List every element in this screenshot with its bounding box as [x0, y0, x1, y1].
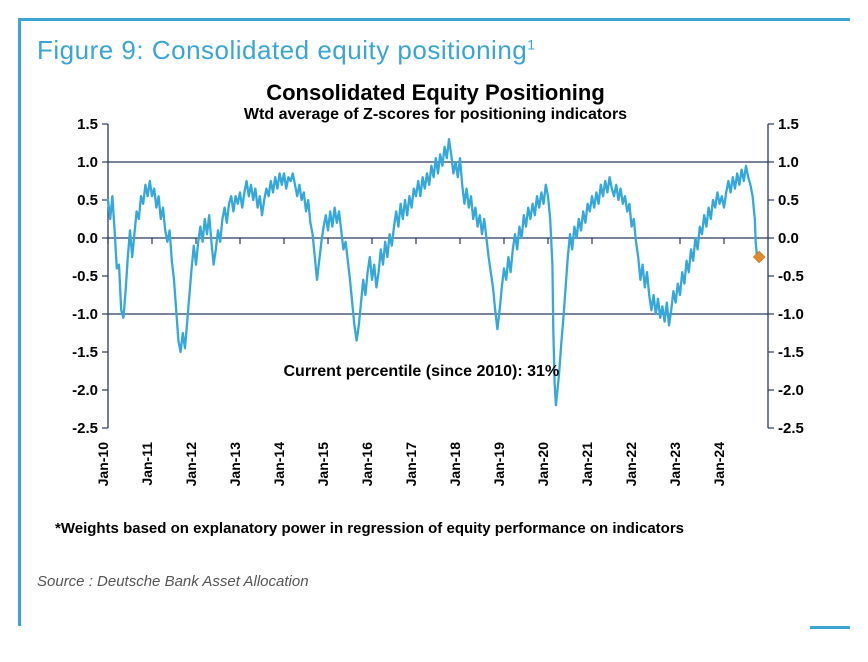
chart-source: Source : Deutsche Bank Asset Allocation	[37, 573, 850, 590]
svg-text:-0.5: -0.5	[778, 268, 804, 285]
svg-text:Jan-18: Jan-18	[447, 442, 463, 487]
svg-text:-0.5: -0.5	[72, 268, 98, 285]
svg-text:-1.0: -1.0	[72, 306, 98, 323]
chart-area: Consolidated Equity Positioning Wtd aver…	[46, 74, 826, 514]
svg-text:0.0: 0.0	[77, 230, 98, 247]
figure-caption: Figure 9: Consolidated equity positionin…	[37, 35, 850, 66]
chart-title: Consolidated Equity Positioning	[46, 80, 826, 106]
chart-subtitle: Wtd average of Z-scores for positioning …	[46, 106, 826, 124]
svg-text:0.5: 0.5	[77, 192, 98, 209]
svg-text:-2.5: -2.5	[778, 420, 804, 437]
svg-text:Jan-15: Jan-15	[315, 442, 331, 487]
chart-footnote: *Weights based on explanatory power in r…	[55, 520, 850, 537]
svg-text:Jan-10: Jan-10	[95, 442, 111, 487]
svg-text:Jan-19: Jan-19	[491, 442, 507, 487]
svg-text:Jan-12: Jan-12	[183, 442, 199, 487]
svg-text:0.5: 0.5	[778, 192, 799, 209]
svg-text:Jan-16: Jan-16	[359, 442, 375, 487]
svg-text:-1.0: -1.0	[778, 306, 804, 323]
svg-text:1.0: 1.0	[77, 154, 98, 171]
svg-text:Jan-24: Jan-24	[711, 442, 727, 487]
svg-text:Jan-11: Jan-11	[139, 442, 155, 486]
svg-text:-1.5: -1.5	[778, 344, 804, 361]
figure-caption-sup: 1	[527, 36, 535, 52]
svg-text:Jan-13: Jan-13	[227, 442, 243, 487]
svg-text:0.0: 0.0	[778, 230, 799, 247]
svg-text:1.0: 1.0	[778, 154, 799, 171]
svg-text:Jan-22: Jan-22	[623, 442, 639, 487]
svg-text:-2.0: -2.0	[72, 382, 98, 399]
figure-caption-text: Figure 9: Consolidated equity positionin…	[37, 35, 527, 65]
svg-text:-2.5: -2.5	[72, 420, 98, 437]
svg-text:Jan-23: Jan-23	[667, 442, 683, 487]
svg-text:-1.5: -1.5	[72, 344, 98, 361]
svg-text:Jan-21: Jan-21	[579, 442, 595, 487]
svg-text:Jan-14: Jan-14	[271, 442, 287, 487]
svg-text:Jan-20: Jan-20	[535, 442, 551, 487]
figure-frame: Figure 9: Consolidated equity positionin…	[18, 18, 850, 626]
chart-annotation: Current percentile (since 2010): 31%	[284, 363, 560, 381]
svg-text:Jan-17: Jan-17	[403, 442, 419, 487]
chart-svg: -2.5 -2.5 -2.0 -2.0 -1.5 -1.5 -1.0 -1.0 -0.5 -0.5…	[46, 74, 826, 514]
svg-text:-2.0: -2.0	[778, 382, 804, 399]
